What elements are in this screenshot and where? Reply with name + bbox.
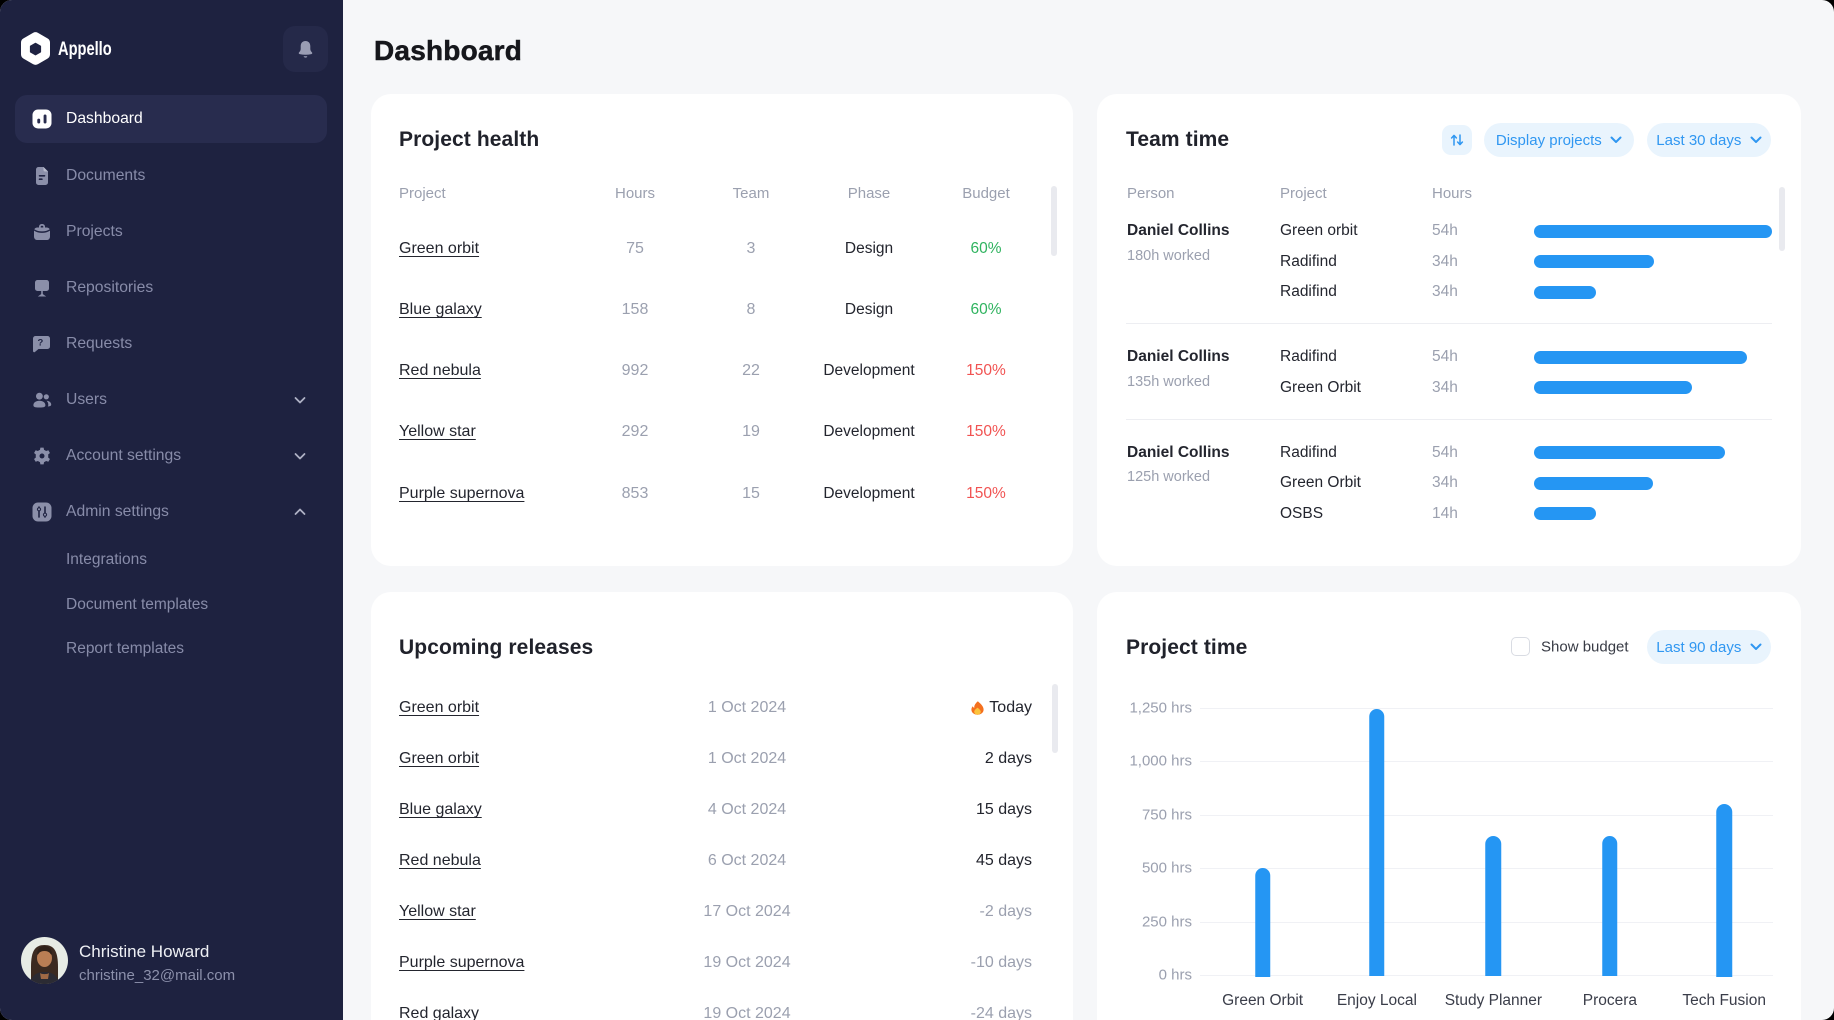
svg-text:?: ? (37, 338, 43, 349)
